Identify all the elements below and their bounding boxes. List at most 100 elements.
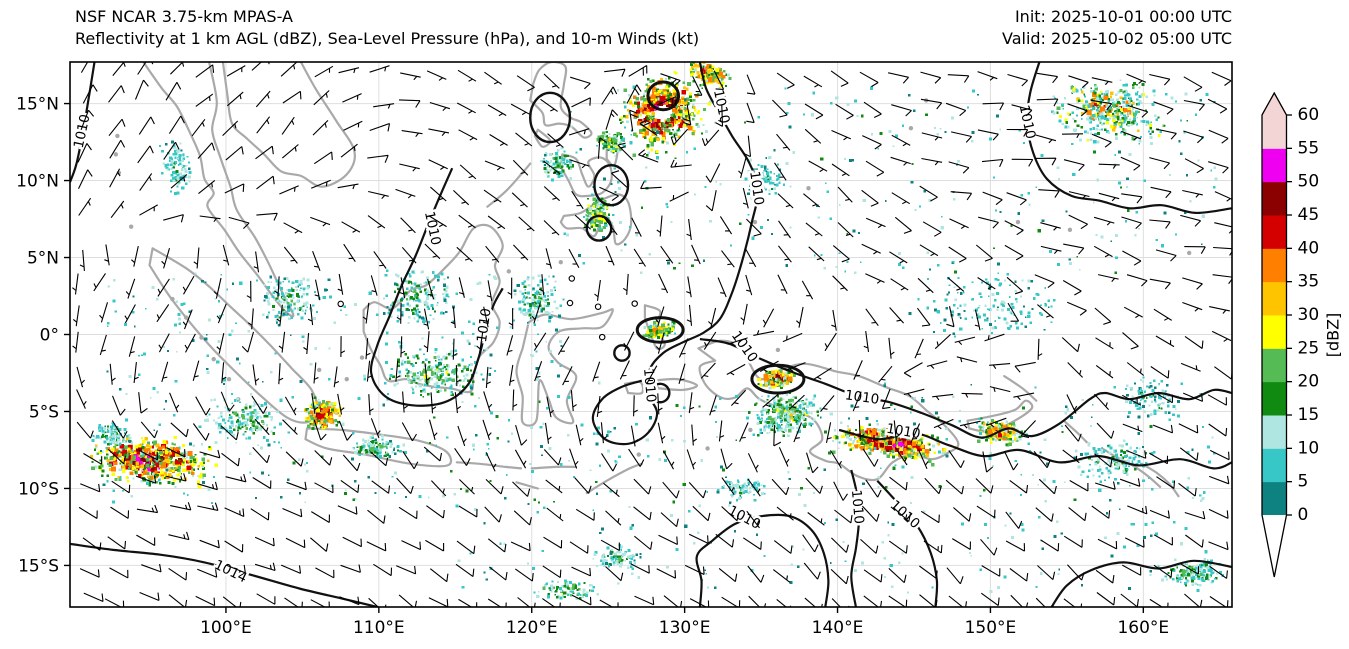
colorbar-unit-label: [dBZ] — [1324, 313, 1343, 358]
figure-header-right: Init: 2025-10-01 00:00 UTC Valid: 2025-1… — [1002, 6, 1232, 50]
colorbar-segment — [1262, 348, 1287, 383]
y-tick-label: 5°S — [29, 402, 59, 422]
coastline-mindoro — [533, 128, 552, 148]
pressure-contour-label: 1010 — [71, 113, 94, 150]
island-dot — [1067, 227, 1073, 233]
slp-contour — [876, 480, 939, 607]
x-tick-label: 140°E — [812, 618, 864, 638]
pressure-contour-label: 1010 — [844, 387, 880, 408]
pressure-contour-label: 1010 — [746, 170, 767, 206]
colorbar-over-arrow — [1262, 93, 1287, 115]
colorbar-segment — [1262, 215, 1287, 249]
coastline-sumba — [515, 481, 539, 490]
y-tick-label: 15°S — [18, 556, 59, 576]
colorbar-tick-label: 40 — [1298, 238, 1320, 258]
x-tick-label: 150°E — [965, 618, 1017, 638]
colorbar-tick-label: 55 — [1298, 138, 1320, 158]
colorbar-segment — [1262, 181, 1287, 216]
island-dot — [558, 259, 563, 265]
pressure-contour-label: 1010 — [421, 210, 444, 247]
colorbar-tick-label: 15 — [1298, 405, 1320, 425]
slp-closed-contour — [649, 382, 671, 404]
colorbar-tick-label: 30 — [1298, 305, 1320, 325]
slp-contour — [369, 167, 504, 407]
colorbar: 0 5 10 15 20 25 30 35 40 45 50 55 60 [dBZ] — [1261, 91, 1343, 578]
colorbar-tick-label: 50 — [1298, 172, 1320, 192]
plot-variables-title: Reflectivity at 1 km AGL (dBZ), Sea-Leve… — [75, 29, 700, 48]
colorbar-segment — [1262, 148, 1287, 183]
y-tick-label: 10°N — [16, 172, 59, 192]
colorbar-segment — [1262, 315, 1287, 349]
island-dot — [199, 335, 204, 340]
x-tick-label: 130°E — [659, 618, 711, 638]
island-dot — [317, 367, 322, 373]
coastline-new-guinea — [697, 339, 960, 482]
pressure-contour-label: 1010 — [725, 503, 763, 533]
slp-closed-contour — [593, 163, 630, 207]
pressure-contour-label: 1010 — [640, 367, 659, 403]
island-dot — [636, 452, 641, 457]
coastline-timor — [585, 462, 643, 495]
slp-contour — [1025, 62, 1232, 215]
coastline-flores — [530, 465, 578, 470]
pressure-contour-label: 1010 — [474, 307, 495, 343]
x-tick-label: 110°E — [353, 618, 405, 638]
island-dot — [705, 446, 710, 451]
slp-contour — [70, 62, 96, 183]
colorbar-tick-label: 45 — [1298, 205, 1320, 225]
reflectivity-speckles — [89, 62, 1224, 601]
colorbar-segment — [1262, 448, 1287, 483]
colorbar-tick-label: 5 — [1298, 472, 1309, 492]
coastline-bougainville — [1062, 419, 1088, 444]
colorbar-tick-label: 25 — [1298, 338, 1320, 358]
slp-contour — [695, 513, 830, 607]
coastline-palawan — [486, 162, 532, 208]
colorbar-segment — [1262, 415, 1287, 449]
coastline-sulawesi — [515, 308, 614, 427]
island-dot — [359, 355, 365, 360]
island-dot — [184, 315, 189, 320]
pressure-contour-label: 1010 — [728, 328, 761, 365]
init-time-label: Init: 2025-10-01 00:00 UTC — [1014, 7, 1232, 26]
colorbar-tick-label: 20 — [1298, 372, 1320, 392]
slp-closed-contour — [585, 214, 613, 242]
y-tick-label: 10°S — [18, 479, 59, 499]
slp-closed-contour — [750, 363, 806, 395]
island-dot — [1186, 250, 1192, 256]
island-dot — [775, 347, 781, 353]
figure-header-left: NSF NCAR 3.75-km MPAS-A Reflectivity at … — [75, 6, 699, 50]
slp-contour — [850, 469, 861, 607]
slp-contour — [838, 428, 1232, 470]
island-dot — [344, 376, 349, 382]
island-dot — [748, 427, 753, 433]
y-tick-label: 0° — [40, 326, 59, 346]
island-dot — [908, 126, 914, 131]
coastline-solomons-south — [1140, 462, 1180, 498]
colorbar-segment — [1262, 115, 1287, 149]
coastline-indochina — [221, 62, 356, 188]
colorbar-tick-label: 10 — [1298, 438, 1320, 458]
coastline-new-ireland — [1003, 375, 1038, 402]
colorbar-tick-label: 60 — [1298, 105, 1320, 125]
coastline-borneo — [362, 223, 504, 394]
slp-closed-contour — [529, 91, 572, 144]
valid-time-label: Valid: 2025-10-02 05:00 UTC — [1001, 29, 1232, 48]
pressure-contour-label: 1010 — [848, 489, 867, 525]
x-tick-label: 100°E — [200, 618, 252, 638]
island-dot — [115, 133, 120, 139]
x-tick-label: 120°E — [506, 618, 558, 638]
island-dot — [170, 296, 175, 302]
colorbar-segment — [1262, 481, 1287, 516]
colorbar-segment — [1262, 248, 1287, 283]
coastline-seram — [651, 377, 699, 392]
slp-contour — [699, 338, 1232, 439]
coastline-visayas — [559, 153, 613, 198]
coastline-lesser-sunda-west — [455, 461, 523, 470]
pressure-contour-label: 1014 — [212, 557, 250, 586]
colorbar-tick-label: 0 — [1298, 505, 1309, 525]
slp-closed-contour — [613, 344, 631, 362]
island-dot — [506, 269, 512, 274]
y-tick-label: 15°N — [16, 95, 59, 115]
